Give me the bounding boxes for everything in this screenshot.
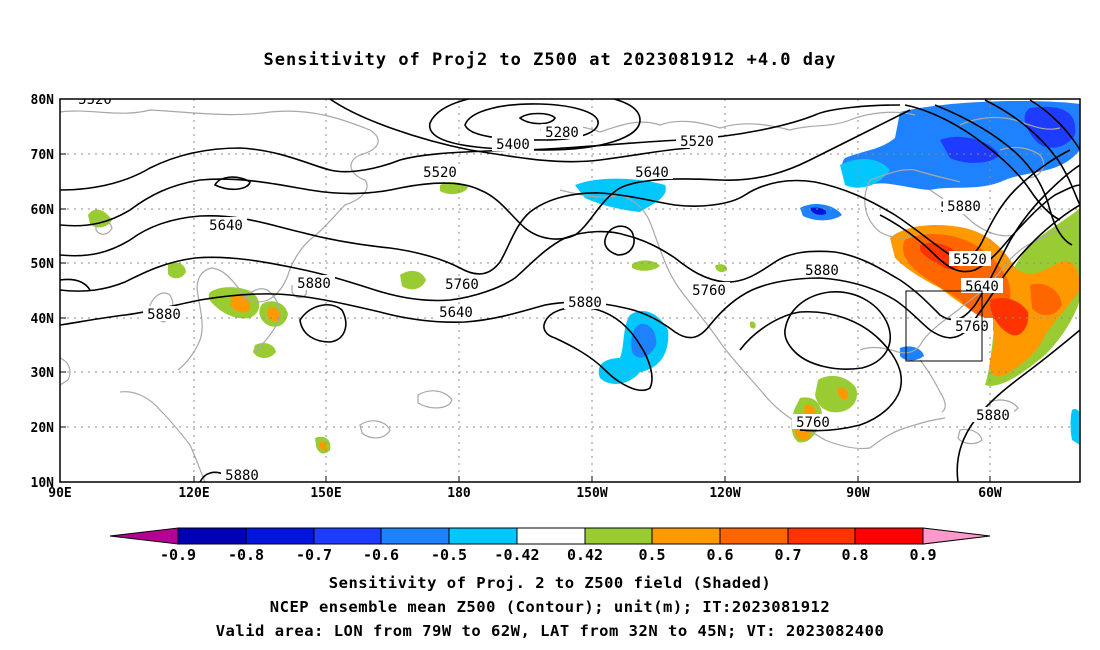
- pos-region-mexico: [815, 375, 858, 413]
- neg-region-florida: [900, 346, 924, 361]
- colorbar-box: [380, 527, 450, 545]
- lon-label: 90E: [48, 486, 71, 501]
- colorbar-box: [516, 527, 586, 545]
- contour-5400-low: [429, 99, 641, 151]
- lat-label: 50N: [31, 257, 55, 272]
- contour-5520-north: [60, 104, 901, 191]
- map-frame: [59, 98, 1081, 483]
- sensitivity-shading: [88, 101, 1080, 454]
- colorbar-box: [651, 527, 721, 545]
- colorbar-label: -0.9: [160, 546, 196, 564]
- colorbar-label: -0.42: [494, 546, 539, 564]
- colorbar-arrow-left: [109, 527, 179, 545]
- colorbar-box: [854, 527, 924, 545]
- colorbar-label: 0.5: [638, 546, 665, 564]
- caption-line-3: Valid area: LON from 79W to 62W, LAT fro…: [215, 622, 885, 640]
- colorbar-label: -0.6: [363, 546, 399, 564]
- colorbar-box: [313, 527, 383, 545]
- lon-label: 120W: [709, 486, 740, 501]
- contour-5640-b: [60, 278, 91, 291]
- contour-ne-1: [984, 99, 1080, 206]
- lat-label: 40N: [31, 312, 55, 327]
- colorbar-box: [245, 527, 315, 545]
- colorbar-label: 0.6: [706, 546, 733, 564]
- lon-label: 150W: [576, 486, 607, 501]
- caption-line-1: Sensitivity of Proj. 2 to Z500 field (Sh…: [328, 574, 772, 592]
- colorbar-label: -0.8: [228, 546, 264, 564]
- colorbar-label: -0.7: [296, 546, 332, 564]
- lat-label: 60N: [31, 203, 55, 218]
- lat-label: 10N: [31, 476, 55, 491]
- contour-labels: 5520 5280 5400 5520 5640 5520 5640 5760 5880 5880…: [73, 92, 1014, 484]
- colorbar-label: 0.7: [774, 546, 801, 564]
- contour-label: 5880: [225, 468, 259, 484]
- lat-label: 80N: [31, 93, 55, 108]
- contour-5880-d: [784, 291, 891, 370]
- contour-5520-c: [60, 109, 911, 240]
- contour-5880-b: [299, 304, 347, 343]
- neg-region-ne-canada-inner2: [940, 136, 1000, 163]
- valid-area-box: [905, 290, 983, 362]
- neg-region-ne-canada-outer: [840, 158, 890, 188]
- contour-label: 5760: [692, 283, 726, 299]
- colorbar-label: 0.42: [567, 546, 603, 564]
- map-title: Sensitivity of Proj2 to Z500 at 20230819…: [263, 50, 837, 70]
- contour-label: 5520: [953, 252, 987, 268]
- contour-label: 5520: [78, 92, 112, 108]
- contour-label: 5520: [680, 134, 714, 150]
- lat-label: 30N: [31, 366, 55, 381]
- colorbar-box: [177, 527, 247, 545]
- colorbar-box: [719, 527, 789, 545]
- colorbar-label: 0.8: [841, 546, 868, 564]
- contour-label: 5760: [445, 277, 479, 293]
- contour-label: 5760: [955, 319, 989, 335]
- contour-5640-ne: [879, 184, 1080, 273]
- contour-label: 5880: [805, 263, 839, 279]
- lon-label: 120E: [178, 486, 209, 501]
- colorbar-arrow-right: [922, 527, 991, 545]
- colorbar-box: [584, 527, 654, 545]
- contour-5280-inner: [518, 112, 556, 125]
- contour-label: 5640: [635, 165, 669, 181]
- contour-5400-north: [329, 99, 691, 163]
- contour-label: 5880: [147, 307, 181, 323]
- contour-label: 5640: [209, 218, 243, 234]
- contour-5760-a: [60, 164, 1080, 321]
- contour-5400-ne: [904, 104, 1061, 221]
- contour-5880-e: [739, 310, 902, 432]
- contour-label: 5400: [496, 137, 530, 153]
- lon-label: 90W: [846, 486, 870, 501]
- contour-label: 5760: [796, 415, 830, 431]
- lat-label: 20N: [31, 421, 55, 436]
- lon-label: 60W: [978, 486, 1002, 501]
- contour-label: 5880: [976, 408, 1010, 424]
- contour-label: 5640: [439, 305, 473, 321]
- neg-region-ne-canada-inner: [1024, 106, 1076, 148]
- colorbar: -0.9 -0.8 -0.7 -0.6 -0.5 -0.42 0.42 0.5 0.6 0.7 0.…: [109, 527, 991, 564]
- contour-ne-2: [1029, 99, 1080, 151]
- lon-label: 180: [447, 486, 471, 501]
- contour-label: 5880: [568, 295, 602, 311]
- lat-lon-grid: [60, 99, 1080, 482]
- lat-label: 70N: [31, 148, 55, 163]
- contour-label: 5280: [545, 125, 579, 141]
- contour-label: 5880: [947, 199, 981, 215]
- colorbar-label: -0.5: [431, 546, 467, 564]
- caption-line-2: NCEP ensemble mean Z500 (Contour); unit(…: [269, 598, 831, 616]
- contour-5520-ne: [934, 104, 1073, 246]
- colorbar-label: 0.9: [909, 546, 936, 564]
- contour-5880-f: [956, 329, 1080, 482]
- contour-label: 5880: [297, 276, 331, 292]
- lon-label: 150E: [310, 486, 341, 501]
- colorbar-box: [787, 527, 857, 545]
- contour-label: 5520: [423, 165, 457, 181]
- colorbar-box: [448, 527, 518, 545]
